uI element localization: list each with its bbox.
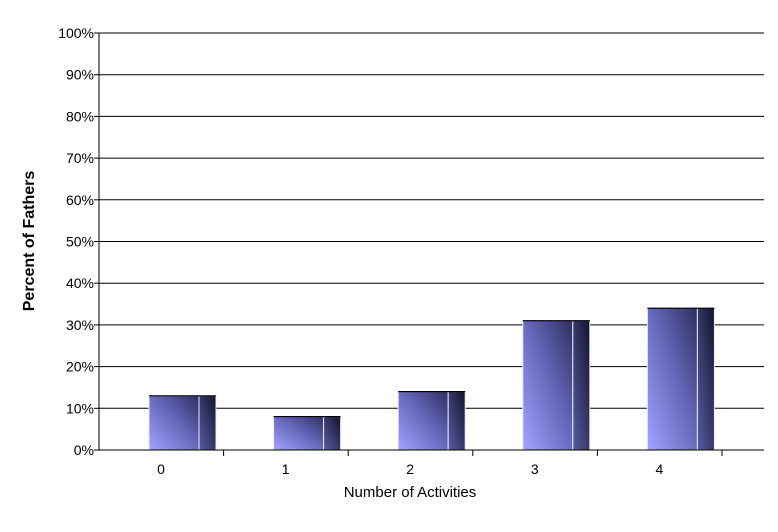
y-tick-label: 50% [66,234,94,250]
y-tick-label: 80% [66,108,94,124]
y-tick-label: 20% [66,359,94,375]
bar-front [397,391,449,451]
bar-front [273,416,325,451]
y-tick-label: 70% [66,150,94,166]
x-tick-label: 0 [157,461,165,477]
x-tick-label: 3 [531,461,539,477]
y-tick-label: 60% [66,192,94,208]
x-tick-label: 4 [656,461,664,477]
y-tick-label: 10% [66,400,94,416]
x-axis [98,33,724,451]
x-tick-label: 2 [406,461,414,477]
bar [646,307,715,451]
y-tick-label: 40% [66,275,94,291]
y-axis-title: Percent of Fathers [21,171,38,312]
bar-side [447,391,466,451]
y-tick-label: 90% [66,67,94,83]
bar-front [646,307,698,451]
x-axis-title: Number of Activities [344,484,477,501]
y-tick-label: 100% [58,25,94,41]
y-tick-label: 30% [66,317,94,333]
bar-side [323,416,342,451]
y-axis-ticks: 0% 10% 20% 30% 40% 50% 60% 70% 80% 90% 100% [58,25,99,458]
bar-side [696,307,715,451]
bar [148,395,217,451]
bar-front [148,395,200,451]
bar-side [572,320,591,451]
bar-side [198,395,217,451]
bars [148,307,715,451]
bar-front [522,320,574,451]
x-axis-ticks: 0 1 2 3 4 [157,450,723,477]
x-tick-label: 1 [282,461,290,477]
bar [397,391,466,451]
y-tick-label: 0% [74,442,94,458]
bar [522,320,591,451]
bar [273,416,342,451]
